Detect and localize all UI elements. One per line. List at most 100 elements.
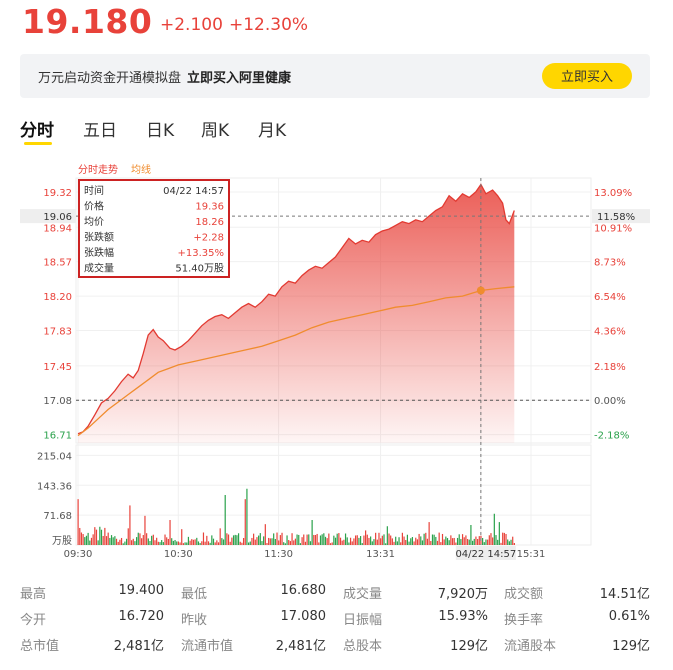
volume-bar [303,534,305,545]
volume-bar [371,541,373,545]
volume-bar [187,536,190,545]
volume-tick-label: 215.04 [37,451,72,462]
volume-bar [415,537,417,545]
tooltip-box [78,179,230,278]
volume-bar [309,541,312,545]
volume-bar [298,534,300,545]
volume-bar [284,543,286,545]
volume-tick-label: 万股 [52,535,72,547]
crosshair-price-label: 19.06 [43,212,72,223]
volume-bar [169,520,171,545]
volume-bar [227,534,230,545]
volume-bars [77,488,515,545]
volume-bar [214,542,216,545]
volume-bar [149,540,151,545]
volume-bar [492,537,494,545]
volume-bar [279,535,281,545]
volume-bar [211,535,213,545]
volume-bar [124,541,126,545]
crosshair-percent-label: 11.58% [597,212,635,223]
volume-bar [400,542,402,545]
tab-intraday[interactable]: 分时 [20,116,54,145]
volume-bar [236,535,238,545]
chart-marks [76,183,591,443]
volume-bar [231,537,233,545]
tab-daily-k[interactable]: 日K [146,121,175,141]
volume-bar [249,541,251,545]
volume-bar [358,537,360,545]
volume-bar [206,535,208,545]
volume-bar [181,529,183,545]
volume-bar [125,538,128,545]
promo-text-bold: 立即买入阿里健康 [187,71,292,86]
volume-bar [79,527,81,545]
volume-bar [436,540,439,545]
volume-bar [426,538,429,545]
volume-bar [390,535,392,545]
volume-bar [283,542,285,545]
volume-bar [147,538,149,545]
volume-bar [266,542,268,545]
volume-bar [92,534,94,545]
tab-label: 分时 [20,121,54,141]
tab-weekly-k[interactable]: 周K [201,121,230,141]
volume-bar [141,538,143,545]
volume-bar [201,541,203,545]
stat-label: 昨收 [181,613,208,628]
volume-bar [226,533,228,545]
volume-bar [176,541,178,545]
intraday-chart[interactable]: 19.32 18.94 18.57 18.20 17.83 17.45 17.08 16.71… [0,160,673,560]
volume-bar [164,534,166,545]
volume-bar [500,542,502,545]
tooltip-label: 张跌额 [84,231,114,244]
tab-five-day[interactable]: 五日 [83,121,117,141]
volume-tick-label: 143.36 [37,481,72,492]
volume-bar [229,541,231,545]
percent-tick-label: 8.73% [594,258,626,269]
volume-bar [115,538,118,545]
volume-bar [485,539,487,545]
volume-bar [154,540,156,545]
volume-bar [354,535,357,545]
volume-bar [191,539,193,545]
volume-bar [100,529,103,545]
volume-bar [289,541,291,545]
promo-text-normal: 万元启动资金开通模拟盘 [38,71,182,86]
tooltip-value: 18.26 [195,217,224,228]
volume-bar [410,538,412,545]
volume-bar [264,524,266,545]
volume-bar [296,534,298,545]
volume-bar [458,534,460,545]
stat-value: 2,481亿 [275,639,326,654]
volume-bar [221,538,223,545]
volume-bar [171,538,173,545]
stat-value: 0.61% [608,609,650,624]
volume-bar [268,537,270,545]
promo-text: 万元启动资金开通模拟盘 立即买入阿里健康 [38,67,291,86]
buy-now-button[interactable]: 立即买入 [542,63,632,89]
volume-bar [465,535,467,545]
volume-bar [495,535,497,545]
price-tick-label: 18.94 [43,223,72,234]
volume-bar [338,533,340,545]
volume-bar [461,534,464,545]
tab-monthly-k[interactable]: 月K [258,121,287,141]
volume-bar [346,537,348,545]
volume-bar [488,535,490,545]
volume-bar [146,533,148,545]
volume-bar [246,488,248,545]
volume-bar [425,532,427,545]
volume-bar [306,534,308,545]
volume-bar [152,534,154,545]
volume-bar [127,528,129,545]
volume-bar [182,543,185,545]
time-tick-label: 11:30 [264,549,293,560]
volume-bar [497,539,499,545]
stat-value: 16.720 [118,609,165,624]
volume-bar [276,532,278,545]
volume-bar [380,538,382,545]
volume-bar [117,541,119,545]
volume-bar [375,532,377,545]
volume-bar [435,536,437,545]
percent-tick-label: 0.00% [594,396,626,407]
